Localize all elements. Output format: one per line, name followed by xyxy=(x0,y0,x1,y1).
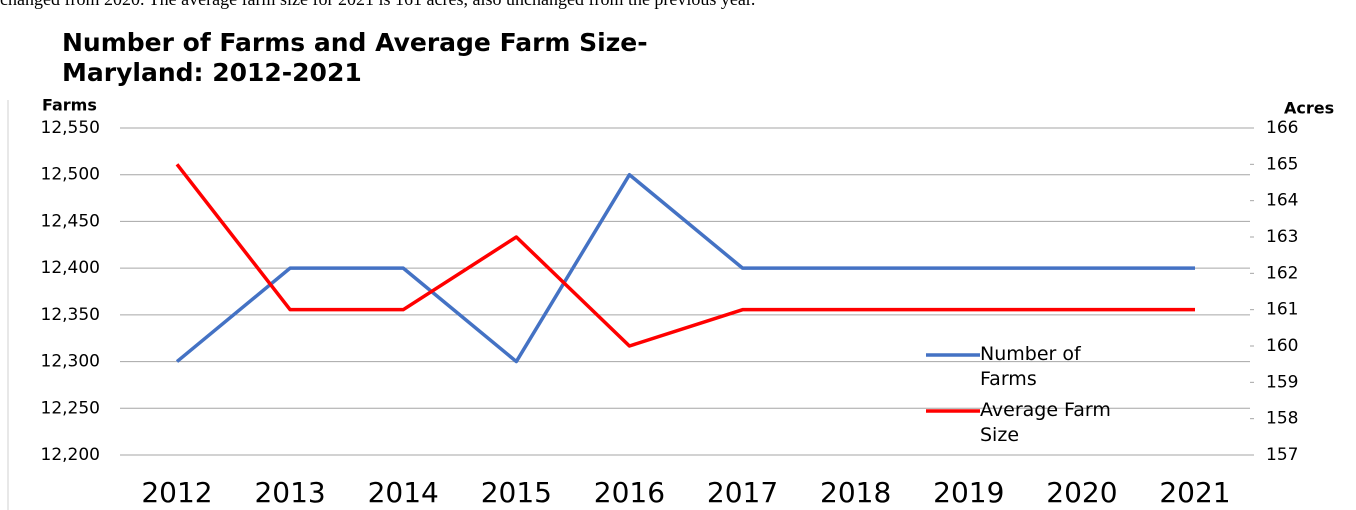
legend-label: Average Farm Size xyxy=(980,399,1111,446)
y-tick-label: 12,300 xyxy=(41,352,100,372)
y2-tick-label: 159 xyxy=(1266,372,1298,392)
y2-tick-label: 157 xyxy=(1266,445,1298,465)
y2-tick-label: 161 xyxy=(1266,300,1298,320)
chart-title: Maryland: 2012-2021 xyxy=(62,58,362,87)
y2-tick-label: 162 xyxy=(1266,263,1298,283)
x-tick-label: 2015 xyxy=(481,476,552,509)
y2-tick-label: 160 xyxy=(1266,336,1298,356)
intro-text: changed from 2020. The average farm size… xyxy=(0,0,755,10)
x-tick-label: 2014 xyxy=(368,476,439,509)
y-tick-label: 12,500 xyxy=(41,165,100,185)
y-tick-label: 12,350 xyxy=(41,305,100,325)
y-tick-label: 12,250 xyxy=(41,398,100,418)
y-tick-label: 12,200 xyxy=(41,445,100,465)
y2-tick-label: 158 xyxy=(1266,409,1298,429)
y2-tick-label: 164 xyxy=(1266,191,1298,211)
x-tick-label: 2013 xyxy=(254,476,325,509)
x-tick-label: 2012 xyxy=(141,476,212,509)
y-tick-label: 12,450 xyxy=(41,211,100,231)
y2-tick-label: 163 xyxy=(1266,227,1298,247)
x-tick-label: 2020 xyxy=(1046,476,1117,509)
series-line xyxy=(175,172,1195,364)
y-tick-label: 12,550 xyxy=(41,118,100,138)
x-tick-label: 2021 xyxy=(1159,476,1230,509)
y2-tick-label: 165 xyxy=(1266,154,1298,174)
y2-axis-label: Acres xyxy=(1284,99,1334,118)
x-tick-label: 2018 xyxy=(820,476,891,509)
x-tick-label: 2017 xyxy=(707,476,778,509)
x-tick-label: 2019 xyxy=(933,476,1004,509)
y2-tick-label: 166 xyxy=(1266,118,1298,138)
chart-title: Number of Farms and Average Farm Size- xyxy=(62,28,648,57)
legend-label: Number of Farms xyxy=(980,343,1081,390)
y-axis-label: Farms xyxy=(42,96,97,115)
x-tick-label: 2016 xyxy=(594,476,665,509)
y-tick-label: 12,400 xyxy=(41,258,100,278)
series-line xyxy=(175,163,1195,348)
